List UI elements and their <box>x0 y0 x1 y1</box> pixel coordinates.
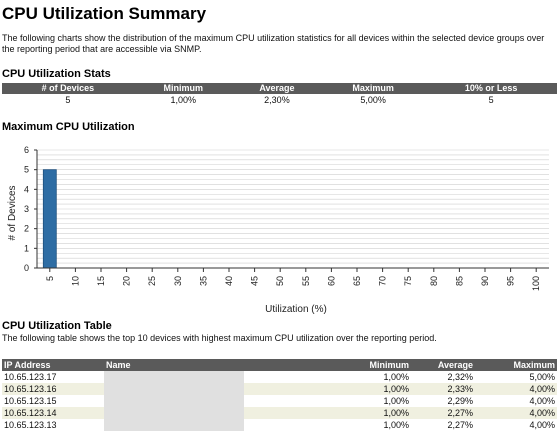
chart-y-tick-label: 6 <box>24 145 29 155</box>
chart-x-tick-label: 75 <box>403 276 413 286</box>
cell-maximum: 4,00% <box>529 396 555 406</box>
chart-bar <box>42 169 57 269</box>
cell-average: 2,29% <box>447 396 473 406</box>
stats-average: 2,30% <box>264 95 290 105</box>
stats-table: # of Devices Minimum Average Maximum 10%… <box>2 83 557 106</box>
chart-x-tick-label: 100 <box>531 276 541 291</box>
chart-x-tick-label: 5 <box>45 276 55 281</box>
chart-x-tick-label: 60 <box>326 276 336 286</box>
stats-header-minimum: Minimum <box>133 83 233 94</box>
chart-x-tick-label: 95 <box>506 276 516 286</box>
cell-name-redacted <box>104 371 244 383</box>
cell-ip[interactable]: 10.65.123.17 <box>4 372 57 382</box>
cell-average: 2,27% <box>411 407 475 419</box>
col-header-average[interactable]: Average <box>411 359 475 371</box>
table-header-row: IP Address Name Minimum Average Maximum <box>2 359 557 371</box>
cell-minimum: 1,00% <box>383 420 409 430</box>
chart-x-tick-label: 20 <box>122 276 132 286</box>
stats-header-devices: # of Devices <box>2 83 134 94</box>
col-header-minimum[interactable]: Minimum <box>244 359 411 371</box>
cell-name-redacted <box>104 395 244 407</box>
cell-average: 2,33% <box>411 383 475 395</box>
stats-header-row: # of Devices Minimum Average Maximum 10%… <box>2 83 557 94</box>
chart-x-tick-label: 85 <box>454 276 464 286</box>
col-header-maximum[interactable]: Maximum <box>475 359 557 371</box>
chart-y-tick-label: 2 <box>24 224 29 234</box>
stats-devices: 5 <box>65 95 71 105</box>
cell-maximum: 5,00% <box>529 372 555 382</box>
col-header-name[interactable]: Name <box>104 359 244 371</box>
stats-minimum: 1,00% <box>170 95 197 105</box>
chart-y-label: # of Devices <box>7 185 18 240</box>
chart-x-tick-label: 50 <box>275 276 285 286</box>
col-header-ip[interactable]: IP Address <box>2 359 104 371</box>
table-row: 10.65.123.14 1,00% 2,27% 4,00% <box>2 407 557 419</box>
page-title: CPU Utilization Summary <box>2 4 207 23</box>
stats-10pct: 5 <box>488 95 494 105</box>
chart-x-tick-label: 80 <box>429 276 439 286</box>
cell-ip[interactable]: 10.65.123.14 <box>2 407 104 419</box>
cell-ip[interactable]: 10.65.123.16 <box>2 383 104 395</box>
table-row: 10.65.123.15 1,00% 2,29% 4,00% <box>2 395 557 407</box>
table-row: 10.65.123.13 1,00% 2,27% 4,00% <box>2 419 557 431</box>
cell-minimum: 1,00% <box>383 396 409 406</box>
stats-header-maximum: Maximum <box>321 83 426 94</box>
chart-x-tick-label: 90 <box>480 276 490 286</box>
stats-maximum: 5,00% <box>360 95 386 105</box>
cell-minimum: 1,00% <box>383 372 409 382</box>
chart-x-tick-label: 70 <box>378 276 388 286</box>
table-intro: The following table shows the top 10 dev… <box>2 333 437 343</box>
chart-x-tick-label: 40 <box>224 276 234 286</box>
cell-ip[interactable]: 10.65.123.15 <box>4 396 57 406</box>
chart-y-tick-label: 3 <box>24 204 29 214</box>
cell-ip[interactable]: 10.65.123.13 <box>4 420 57 430</box>
cell-maximum: 4,00% <box>529 420 555 430</box>
chart-x-tick-label: 45 <box>250 276 260 286</box>
stats-section-title: CPU Utilization Stats <box>2 68 111 80</box>
table-section-title: CPU Utilization Table <box>2 320 112 332</box>
cell-minimum: 1,00% <box>244 383 411 395</box>
chart-x-label: Utilization (%) <box>265 304 327 315</box>
chart-x-tick-label: 65 <box>352 276 362 286</box>
chart-section-title: Maximum CPU Utilization <box>2 121 135 133</box>
stats-header-10pct: 10% or Less <box>425 83 557 94</box>
chart-x-tick-label: 25 <box>147 276 157 286</box>
chart-y-tick-label: 1 <box>24 243 29 253</box>
cell-maximum: 4,00% <box>475 407 557 419</box>
cell-name-redacted <box>104 407 244 419</box>
chart-y-tick-label: 4 <box>24 184 29 194</box>
chart-y-tick-label: 0 <box>24 263 29 273</box>
chart-x-tick-label: 55 <box>301 276 311 286</box>
cpu-utilization-chart: 0 1 2 3 4 5 6 5 10 15 20 25 30 35 40 45 50 55 60 65 70 75 80 85… <box>0 138 559 318</box>
chart-x-tick-label: 15 <box>96 276 106 286</box>
chart-y-tick-label: 5 <box>24 165 29 175</box>
cell-average: 2,27% <box>447 420 473 430</box>
stats-header-average: Average <box>232 83 322 94</box>
chart-x-tick-label: 30 <box>173 276 183 286</box>
cell-maximum: 4,00% <box>475 383 557 395</box>
table-row: 10.65.123.16 1,00% 2,33% 4,00% <box>2 383 557 395</box>
cell-name-redacted <box>104 383 244 395</box>
table-row: 10.65.123.17 1,00% 2,32% 5,00% <box>2 371 557 383</box>
cell-minimum: 1,00% <box>244 407 411 419</box>
intro-text: The following charts show the distributi… <box>2 33 545 54</box>
cpu-utilization-table: IP Address Name Minimum Average Maximum … <box>2 359 557 431</box>
chart-x-tick-label: 10 <box>70 276 80 286</box>
cell-average: 2,32% <box>447 372 473 382</box>
stats-row: 5 1,00% 2,30% 5,00% 5 <box>2 94 557 106</box>
cell-name-redacted <box>104 419 244 431</box>
chart-x-tick-label: 35 <box>198 276 208 286</box>
